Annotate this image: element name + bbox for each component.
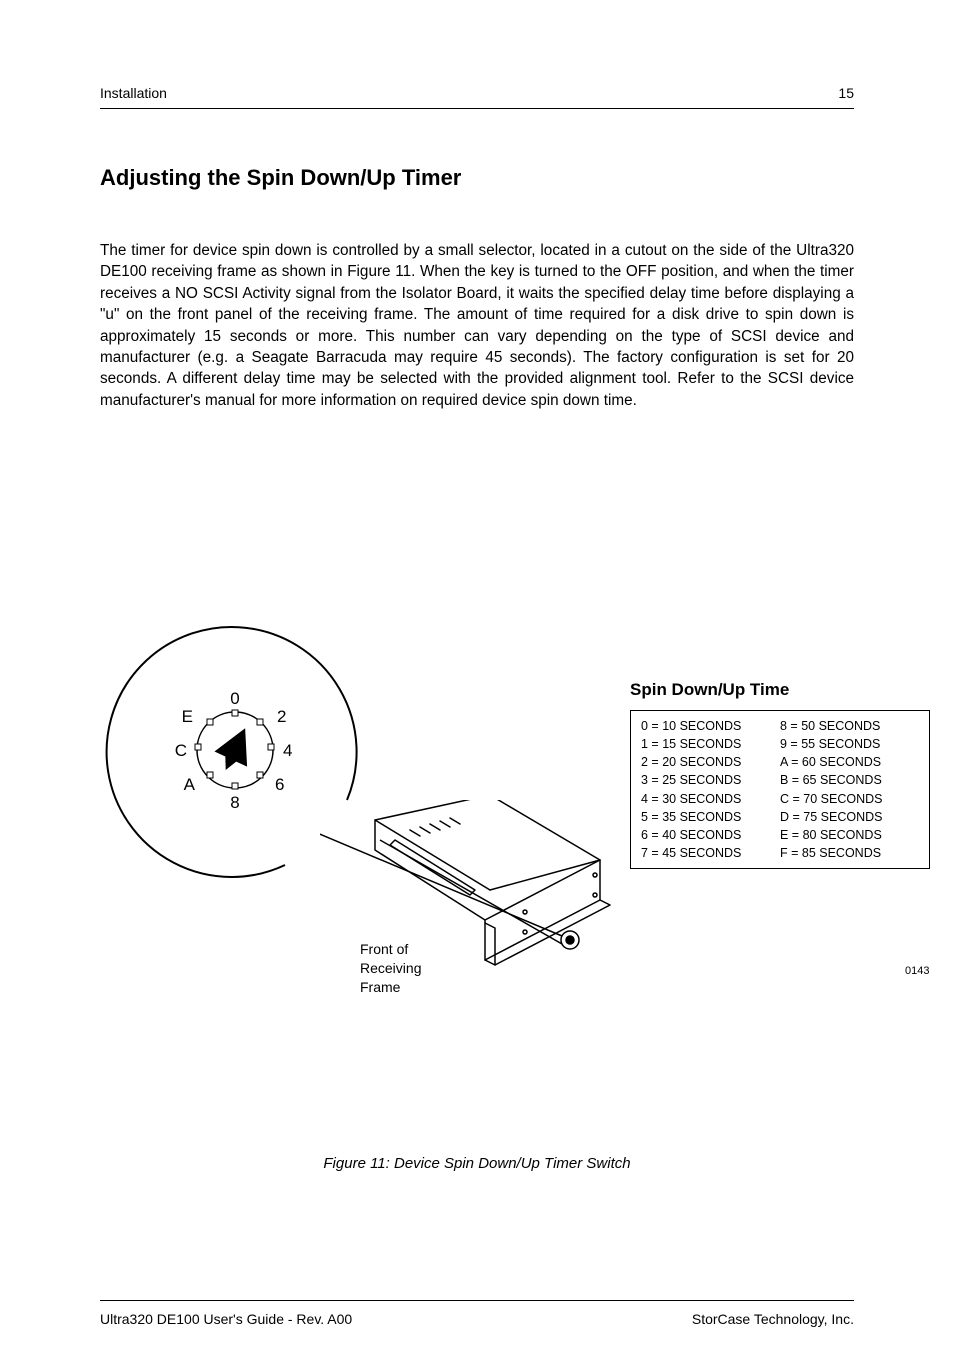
- table-row: 3 = 25 SECONDS: [641, 771, 780, 789]
- dial-label-2: 2: [277, 707, 286, 726]
- footer-left: Ultra320 DE100 User's Guide - Rev. A00: [100, 1311, 352, 1327]
- dial-label-0: 0: [230, 689, 239, 708]
- figure-diagram: 0 2 4 6 8 A C E: [100, 600, 854, 1020]
- header-rule: [100, 108, 854, 109]
- body-paragraph: The timer for device spin down is contro…: [100, 240, 854, 411]
- dial-label-8: 8: [230, 793, 239, 812]
- dial-label-6: 6: [275, 775, 284, 794]
- header-section: Installation: [100, 85, 167, 101]
- table-row: 9 = 55 SECONDS: [780, 735, 919, 753]
- dial-label-4: 4: [283, 741, 292, 760]
- frame-label-line1: Front of: [360, 941, 408, 957]
- table-row: 7 = 45 SECONDS: [641, 844, 780, 862]
- table-row: C = 70 SECONDS: [780, 790, 919, 808]
- spin-table-col-right: 8 = 50 SECONDS 9 = 55 SECONDS A = 60 SEC…: [780, 717, 919, 862]
- dial-label-E: E: [182, 707, 193, 726]
- dial-label-C: C: [175, 741, 187, 760]
- table-row: 5 = 35 SECONDS: [641, 808, 780, 826]
- header-page: 15: [838, 85, 854, 101]
- frame-label-line2: Receiving: [360, 960, 421, 976]
- spin-time-table: 0 = 10 SECONDS 1 = 15 SECONDS 2 = 20 SEC…: [630, 710, 930, 869]
- table-row: 6 = 40 SECONDS: [641, 826, 780, 844]
- table-row: F = 85 SECONDS: [780, 844, 919, 862]
- figure-id: 0143: [905, 965, 929, 977]
- footer-right: StorCase Technology, Inc.: [692, 1311, 854, 1327]
- table-row: D = 75 SECONDS: [780, 808, 919, 826]
- frame-label: Front of Receiving Frame: [360, 940, 421, 997]
- spin-table-col-left: 0 = 10 SECONDS 1 = 15 SECONDS 2 = 20 SEC…: [641, 717, 780, 862]
- dial-label-A: A: [184, 775, 196, 794]
- section-title: Adjusting the Spin Down/Up Timer: [100, 165, 461, 191]
- table-row: B = 65 SECONDS: [780, 771, 919, 789]
- table-row: 0 = 10 SECONDS: [641, 717, 780, 735]
- frame-label-line3: Frame: [360, 979, 400, 995]
- footer-rule: [100, 1300, 854, 1301]
- table-row: A = 60 SECONDS: [780, 753, 919, 771]
- table-row: 2 = 20 SECONDS: [641, 753, 780, 771]
- table-row: 4 = 30 SECONDS: [641, 790, 780, 808]
- table-row: 1 = 15 SECONDS: [641, 735, 780, 753]
- table-row: E = 80 SECONDS: [780, 826, 919, 844]
- table-row: 8 = 50 SECONDS: [780, 717, 919, 735]
- spin-table-title: Spin Down/Up Time: [630, 680, 789, 700]
- figure-caption: Figure 11: Device Spin Down/Up Timer Swi…: [100, 1155, 854, 1172]
